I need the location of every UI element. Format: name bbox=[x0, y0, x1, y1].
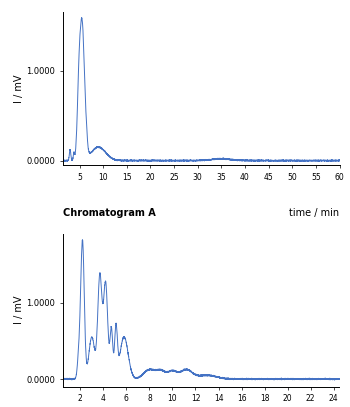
Text: Chromatogram A: Chromatogram A bbox=[63, 208, 156, 218]
Y-axis label: I / mV: I / mV bbox=[14, 74, 24, 103]
Y-axis label: I / mV: I / mV bbox=[14, 296, 24, 324]
Text: time / min: time / min bbox=[289, 208, 340, 218]
